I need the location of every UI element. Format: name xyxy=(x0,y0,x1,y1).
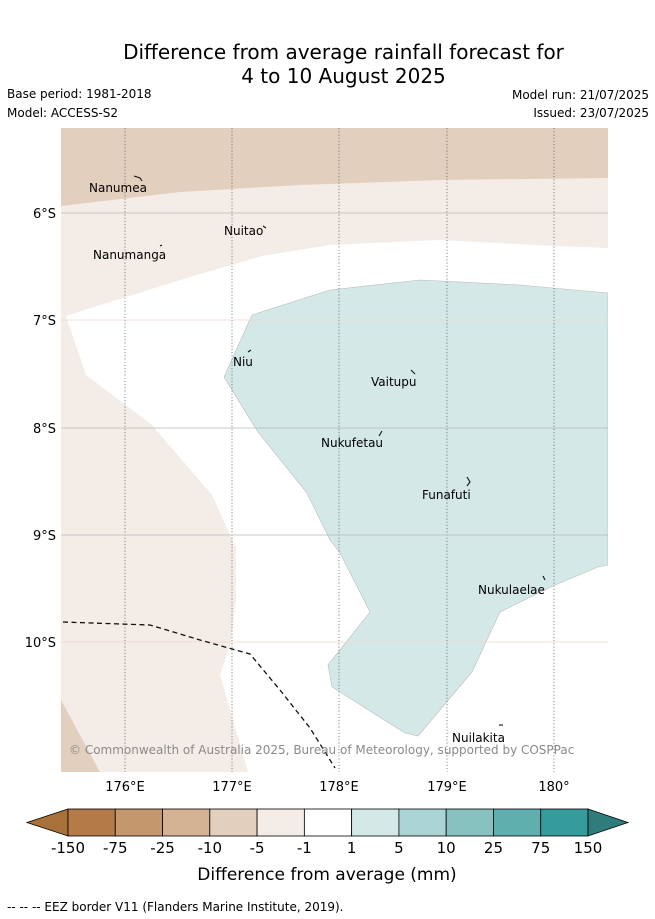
colorbar-tick-label: 150 xyxy=(574,839,603,857)
lon-label-180: 180° xyxy=(538,780,569,795)
colorbar-cell xyxy=(67,808,116,837)
island-nukulaelae-shape xyxy=(542,575,546,581)
colorbar-tick-label: 25 xyxy=(484,839,503,857)
place-nukulaelae: Nukulaelae xyxy=(478,583,545,597)
rainfall-zone-1-to-5 xyxy=(223,279,608,737)
issued-date-text: Issued: 23/07/2025 xyxy=(533,106,649,120)
place-nuilakita: Nuilakita xyxy=(452,731,505,745)
place-nanumanga: Nanumanga xyxy=(93,248,166,262)
colorbar-tick-label: -150 xyxy=(51,839,85,857)
colorbar-tick-label: -25 xyxy=(150,839,175,857)
colorbar-cell xyxy=(445,808,494,837)
colorbar-cell xyxy=(351,808,400,837)
colorbar-cell xyxy=(540,808,589,837)
colorbar-cell xyxy=(114,808,163,837)
model-run-text: Model run: 21/07/2025 xyxy=(511,88,649,102)
lat-label-9s: 9°S xyxy=(33,529,56,544)
colorbar-cell xyxy=(493,808,542,837)
colorbar-cells xyxy=(25,808,630,837)
colorbar-cell xyxy=(256,808,305,837)
rainfall-zone-minus5-to-minus1 xyxy=(61,128,608,772)
longitude-labels: 176°E 177°E 178°E 179°E 180° xyxy=(105,780,569,795)
island-nukufetau-shape xyxy=(378,430,383,437)
island-nuitao-shape xyxy=(262,225,267,229)
island-nanumea-shape xyxy=(133,175,143,182)
place-nukufetau: Nukufetau xyxy=(321,436,383,450)
model-name-text: Model: ACCESS-S2 xyxy=(7,106,119,120)
colorbar-cell xyxy=(398,808,447,837)
lon-label-177e: 177°E xyxy=(212,780,252,795)
eez-border xyxy=(62,621,336,769)
lat-label-6s: 6°S xyxy=(33,207,56,222)
latitude-labels: 6°S 7°S 8°S 9°S 10°S xyxy=(25,207,56,651)
island-niu-shape xyxy=(247,349,252,353)
place-vaitupu: Vaitupu xyxy=(371,375,417,389)
lat-label-7s: 7°S xyxy=(33,314,56,329)
title-line-1: Difference from average rainfall forecas… xyxy=(123,40,564,64)
lon-label-178e: 178°E xyxy=(319,780,359,795)
lon-label-179e: 179°E xyxy=(427,780,467,795)
colorbar-tick-label: 75 xyxy=(531,839,550,857)
colorbar-arrow-low xyxy=(25,808,69,837)
place-nanumea: Nanumea xyxy=(89,181,147,195)
rainfall-zone-minus10-corner xyxy=(61,700,100,772)
colorbar-arrow-high xyxy=(587,808,630,837)
base-period-text: Base period: 1981-2018 xyxy=(7,87,152,101)
colorbar-label: Difference from average (mm) xyxy=(197,865,456,885)
island-funafuti-shape xyxy=(466,476,471,487)
island-vaitupu-shape xyxy=(410,369,416,375)
rainfall-zone-minus10-to-minus5 xyxy=(61,128,608,206)
island-nanumanga-shape xyxy=(159,244,163,247)
colorbar-tick-label: -75 xyxy=(103,839,128,857)
lon-label-176e: 176°E xyxy=(105,780,145,795)
colorbar-cell xyxy=(162,808,211,837)
colorbar-tick-label: 5 xyxy=(394,839,404,857)
colorbar-tick-label: 1 xyxy=(347,839,357,857)
latitude-gridlines xyxy=(61,212,608,643)
place-nuitao: Nuitao xyxy=(224,224,263,238)
copyright-notice: © Commonwealth of Australia 2025, Bureau… xyxy=(69,743,574,757)
lat-label-8s: 8°S xyxy=(33,422,56,437)
chart-title: Difference from average rainfall forecas… xyxy=(0,40,655,88)
lat-label-10s: 10°S xyxy=(25,636,56,651)
colorbar-tick-label: -5 xyxy=(250,839,265,857)
colorbar-cell xyxy=(303,808,353,837)
colorbar-cell xyxy=(209,808,258,837)
place-niu: Niu xyxy=(233,355,253,369)
colorbar-tick-labels: -150 -75 -25 -10 -5 -1 1 5 10 25 75 150 xyxy=(51,839,602,857)
colorbar-tick-label: -10 xyxy=(198,839,223,857)
eez-border-note: -- -- -- EEZ border V11 (Flanders Marine… xyxy=(7,900,344,914)
place-funafuti: Funafuti xyxy=(422,488,471,502)
title-line-2: 4 to 10 August 2025 xyxy=(241,64,446,88)
colorbar-tick-label: 10 xyxy=(437,839,456,857)
map-area: Nanumea Nuitao Nanumanga Niu Vaitupu Nuk… xyxy=(61,128,608,772)
colorbar-tick-label: -1 xyxy=(297,839,312,857)
colorbar: -150 -75 -25 -10 -5 -1 1 5 10 25 75 150 … xyxy=(25,808,630,885)
islands xyxy=(133,175,546,726)
